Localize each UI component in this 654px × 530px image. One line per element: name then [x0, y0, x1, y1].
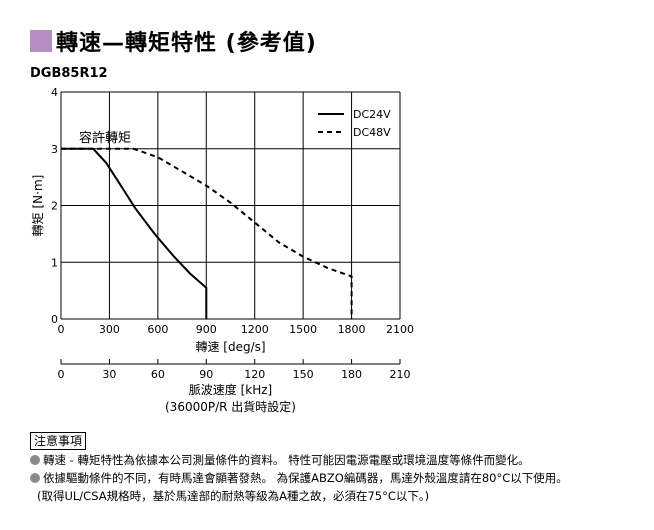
- x-tick-label: 300: [99, 323, 120, 336]
- model-name: DGB85R12: [30, 66, 108, 81]
- series-lines: [61, 147, 353, 319]
- y-tick-label: 4: [51, 86, 58, 99]
- x-tick-label: 2100: [386, 323, 414, 336]
- note-item-continued: (取得UL/CSA規格時，基於馬達部的耐熱等級為A種之故，必須在75°C以下。): [37, 489, 430, 503]
- y-tick-label: 1: [51, 256, 58, 269]
- legend-label: DC48V: [353, 126, 391, 139]
- x-tick-label: 1200: [241, 323, 269, 336]
- page-title: 轉速—轉矩特性 (參考值): [56, 31, 317, 56]
- secondary-tick-label: 180: [341, 368, 362, 381]
- legend-label: DC24V: [353, 108, 391, 121]
- bullet-icon: [30, 455, 40, 465]
- y-tick-label: 2: [51, 200, 58, 213]
- series-line-dc48v: [61, 147, 353, 319]
- speed-torque-chart: 0 300 600 900 1200 1500 1800 2100 0 1 2 3 4 0 30 60 90 12…: [31, 86, 414, 414]
- bullet-icon: [30, 473, 40, 483]
- x-tick-label: 600: [147, 323, 168, 336]
- secondary-tick-label: 0: [58, 368, 65, 381]
- x-axis-title: 轉速 [deg/s]: [195, 340, 265, 354]
- secondary-axis-title: 脈波速度 [kHz]: [189, 382, 272, 397]
- secondary-tick-label: 210: [390, 368, 411, 381]
- secondary-tick-label: 120: [244, 368, 265, 381]
- x-tick-label: 0: [58, 323, 65, 336]
- notes-heading: 注意事項: [30, 432, 87, 450]
- annotation-allowable-torque: 容許轉矩: [79, 130, 131, 146]
- y-tick-label: 0: [51, 313, 58, 326]
- x-tick-label: 1800: [338, 323, 366, 336]
- title-block: 轉速—轉矩特性 (參考值): [30, 26, 317, 56]
- legend: DC24V DC48V: [318, 108, 391, 139]
- axes: 0 300 600 900 1200 1500 1800 2100 0 1 2 3 4 0 30 60 90 12…: [51, 86, 414, 381]
- secondary-axis-subtitle: (36000P/R 出貨時設定): [165, 399, 296, 414]
- secondary-tick-label: 60: [151, 368, 165, 381]
- secondary-tick-label: 90: [199, 368, 213, 381]
- y-tick-label: 3: [51, 143, 58, 156]
- secondary-tick-label: 150: [293, 368, 314, 381]
- series-line-dc24v: [61, 147, 208, 319]
- grid: [60, 91, 401, 320]
- notes-list: 轉速 - 轉矩特性為依據本公司測量條件的資料。 特性可能因電源電壓或環境溫度等條…: [30, 451, 568, 505]
- title-accent-square: [30, 30, 52, 52]
- y-axis-title: 轉矩 [N·m]: [31, 175, 45, 237]
- note-item: 轉速 - 轉矩特性為依據本公司測量條件的資料。 特性可能因電源電壓或環境溫度等條…: [30, 451, 568, 469]
- x-tick-label: 1500: [289, 323, 317, 336]
- note-item: 依據驅動條件的不同，有時馬達會顯著發熱。 為保護ABZO編碼器，馬達外殼溫度請在…: [30, 469, 568, 487]
- x-tick-label: 900: [196, 323, 217, 336]
- secondary-tick-label: 30: [102, 368, 116, 381]
